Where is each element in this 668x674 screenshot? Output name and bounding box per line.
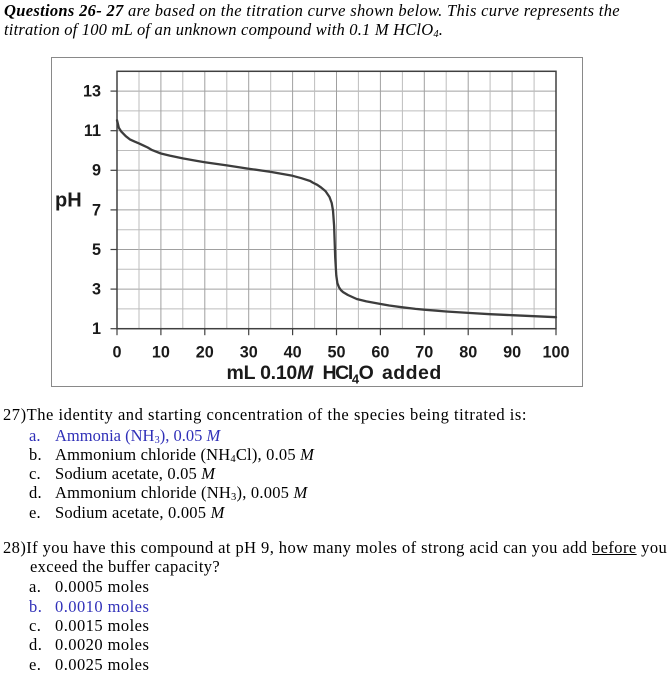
svg-text:70: 70 [415,344,433,362]
svg-text:13: 13 [83,83,101,101]
svg-text:HCl4O: HCl4O [323,362,374,386]
svg-text:80: 80 [459,344,477,362]
svg-text:90: 90 [503,344,521,362]
svg-text:5: 5 [92,241,101,259]
svg-text:50: 50 [327,344,345,362]
svg-text:9: 9 [92,162,101,180]
svg-text:1: 1 [92,320,101,338]
svg-text:mL 0.10M: mL 0.10M [227,362,315,384]
svg-text:20: 20 [196,344,214,362]
svg-text:11: 11 [84,122,101,140]
svg-text:pH: pH [55,190,82,212]
svg-text:30: 30 [240,344,258,362]
svg-text:40: 40 [284,344,302,362]
svg-text:100: 100 [542,344,569,362]
svg-text:60: 60 [371,344,389,362]
svg-text:added: added [382,362,442,384]
svg-text:0: 0 [112,344,121,362]
svg-text:3: 3 [92,281,101,299]
svg-text:7: 7 [92,201,101,219]
svg-text:10: 10 [152,344,170,362]
